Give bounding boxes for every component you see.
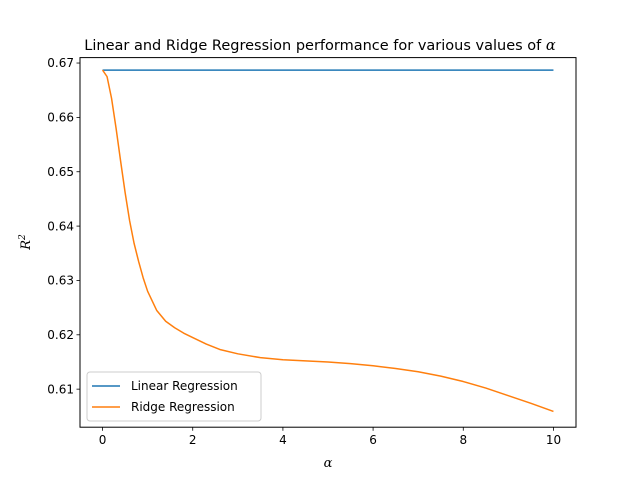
legend-label-linear-regression: Linear Regression [131,379,238,393]
y-tick-label: 0.67 [47,56,74,70]
series-layer [101,69,554,413]
y-axis: 0.61 0.62 0.63 0.64 0.65 0.66 0.67 [47,56,80,396]
x-axis: 0 2 4 6 8 10 [99,427,561,447]
legend-label-ridge-regression: Ridge Regression [131,400,235,414]
x-tick-label: 8 [459,433,467,447]
legend: Linear Regression Ridge Regression [86,371,262,422]
y-tick-label: 0.64 [47,219,74,233]
x-tick-label: 2 [189,433,197,447]
y-tick-label: 0.66 [47,111,74,125]
x-tick-label: 0 [99,433,107,447]
x-axis-label: α [324,456,333,471]
plot-frame [79,57,577,428]
y-tick-label: 0.61 [47,382,74,396]
x-tick-label: 10 [546,433,561,447]
legend-box [86,371,262,422]
x-tick-label: 4 [279,433,287,447]
chart-title: Linear and Ridge Regression performance … [84,38,556,54]
y-axis-label: R2 [18,234,34,251]
series-line-ridge-regression [101,69,554,413]
x-tick-label: 6 [369,433,377,447]
y-tick-label: 0.65 [47,165,74,179]
y-tick-label: 0.62 [47,328,74,342]
y-tick-label: 0.63 [47,274,74,288]
